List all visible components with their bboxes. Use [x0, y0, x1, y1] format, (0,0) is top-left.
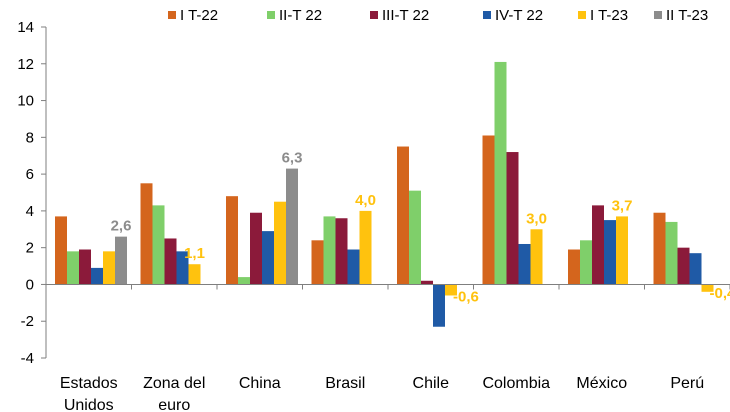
legend-swatch — [654, 11, 662, 19]
bar — [238, 277, 250, 285]
bar — [176, 251, 189, 285]
x-tick-label: China — [239, 375, 281, 392]
x-tick-label: Estados — [60, 375, 118, 392]
bar — [226, 196, 238, 285]
bar — [335, 218, 348, 285]
x-tick-label: Colombia — [482, 375, 550, 392]
bar — [152, 205, 165, 285]
bar — [409, 190, 421, 285]
data-label: 6,3 — [282, 150, 303, 167]
data-label: -0,4 — [710, 285, 730, 302]
bar — [262, 231, 274, 285]
legend-label: I T-23 — [590, 7, 628, 24]
y-tick-label: 12 — [17, 56, 34, 73]
y-tick-label: 4 — [26, 203, 34, 220]
y-tick-label: 8 — [26, 129, 34, 146]
bar — [592, 205, 604, 285]
bar — [188, 264, 201, 285]
bar — [530, 229, 543, 285]
data-label: 3,7 — [612, 197, 633, 214]
bar — [79, 249, 91, 285]
bar — [274, 201, 286, 285]
bar — [677, 247, 690, 285]
bar — [91, 267, 103, 285]
legend-swatch — [578, 11, 586, 19]
y-tick-label: 2 — [26, 240, 34, 257]
bars-group — [55, 61, 714, 327]
bar — [518, 243, 531, 285]
chart-legend: I T-22 II-T 22 III-T 22 IV-T 22 I T-23 II T-2… — [168, 7, 708, 24]
bar — [250, 212, 262, 285]
x-tick-label: Perú — [670, 375, 704, 392]
legend-label: III-T 22 — [382, 7, 429, 24]
legend-label: I T-22 — [180, 7, 218, 24]
bar — [616, 216, 628, 285]
legend-label: IV-T 22 — [495, 7, 543, 24]
legend-label: II-T 22 — [279, 7, 322, 24]
legend-swatch — [168, 11, 176, 19]
bar — [323, 216, 336, 285]
data-label: 4,0 — [355, 192, 376, 209]
bar — [494, 61, 507, 285]
data-labels-group: 2,6 1,1 6,3 4,0 -0,6 3,0 3,7 -0,4 — [111, 150, 730, 306]
bar — [665, 221, 678, 285]
legend-swatch — [483, 11, 491, 19]
bar — [653, 212, 666, 285]
bar — [67, 251, 79, 285]
y-tick-label: 14 — [17, 19, 34, 36]
bar — [568, 249, 580, 285]
y-tick-label: 0 — [26, 276, 34, 293]
x-tick-label: Chile — [413, 375, 450, 392]
y-tick-label: 10 — [17, 93, 34, 110]
bar — [164, 238, 177, 285]
bar — [433, 284, 445, 327]
bar — [482, 135, 495, 285]
x-axis: Estados Unidos Zona del euro China Brasil Chil… — [46, 283, 730, 412]
x-tick-label: Zona del — [143, 375, 205, 392]
bar — [445, 284, 457, 296]
bar — [115, 236, 127, 285]
data-label: 2,6 — [111, 218, 132, 235]
x-tick-label: México — [576, 375, 627, 392]
legend-swatch — [267, 11, 275, 19]
bar — [359, 210, 372, 285]
data-label: 1,1 — [184, 245, 205, 262]
bar — [421, 280, 433, 285]
legend-swatch — [370, 11, 378, 19]
bar — [701, 284, 714, 292]
y-axis: -4 -2 0 2 4 6 8 10 12 14 — [17, 19, 47, 367]
bar — [103, 251, 115, 285]
bar — [286, 168, 298, 285]
bar — [140, 183, 153, 285]
data-label: 3,0 — [526, 210, 547, 227]
bar — [689, 253, 702, 285]
legend-label: II T-23 — [666, 7, 708, 24]
bar — [604, 220, 616, 285]
bar — [347, 249, 360, 285]
data-label: -0,6 — [453, 288, 479, 305]
bar — [397, 146, 409, 285]
x-tick-label: Unidos — [64, 397, 114, 412]
y-tick-label: -4 — [21, 350, 34, 367]
y-tick-label: 6 — [26, 166, 34, 183]
y-tick-label: -2 — [21, 313, 34, 330]
x-tick-label: Brasil — [325, 375, 365, 392]
bar — [580, 240, 592, 285]
x-tick-label: euro — [158, 397, 190, 412]
bar — [55, 216, 67, 285]
bar — [311, 240, 324, 285]
bar — [506, 152, 519, 285]
